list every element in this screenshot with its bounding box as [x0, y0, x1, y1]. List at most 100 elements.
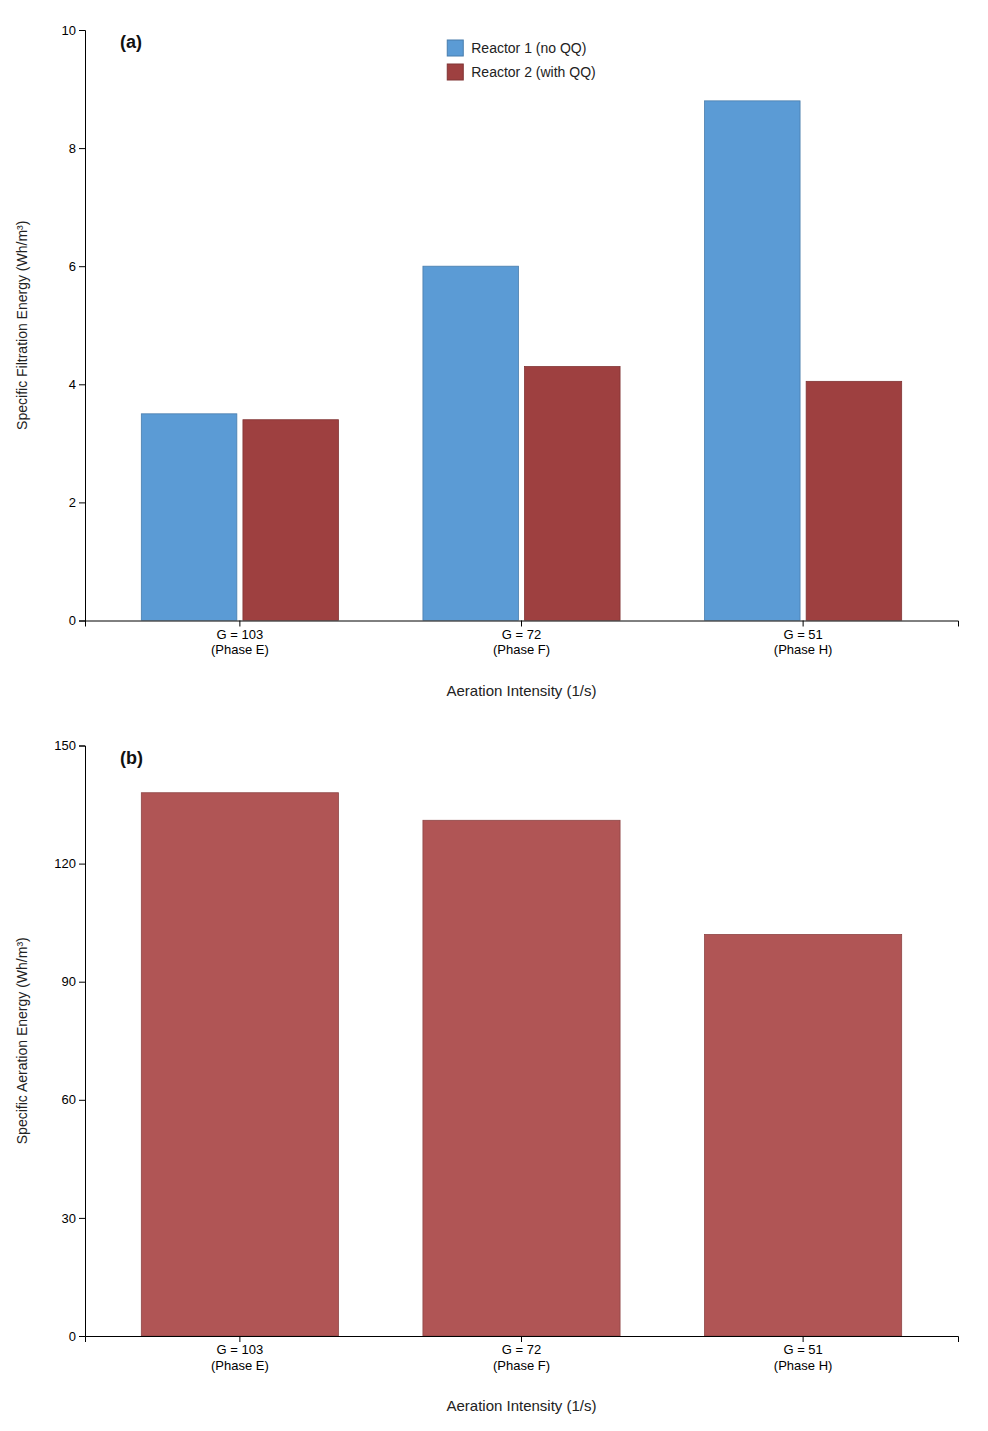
- bar: [806, 381, 902, 620]
- figure: 0246810G = 103(Phase E)G = 72(Phase F)G …: [0, 0, 988, 1431]
- legend-swatch: [447, 40, 463, 56]
- tick-mark: [79, 1100, 85, 1101]
- panel: 0306090120150G = 103(Phase E)G = 72(Phas…: [14, 738, 959, 1414]
- tick: G = 103(Phase E): [211, 1336, 269, 1373]
- tick: 30: [62, 1211, 85, 1226]
- tick-mark: [521, 1336, 522, 1342]
- tick: G = 51(Phase H): [774, 621, 833, 658]
- axis-line: [86, 621, 959, 627]
- tick-label: 90: [62, 974, 76, 989]
- tick-mark: [79, 864, 85, 865]
- panel: 0246810G = 103(Phase E)G = 72(Phase F)G …: [14, 23, 959, 699]
- x-axis-title: Aeration Intensity (1/s): [446, 682, 596, 699]
- y-axis: 0 30 60 90 120 150: [54, 738, 85, 1343]
- tick-label-line: G = 103: [217, 1342, 264, 1357]
- tick: 4: [69, 377, 85, 392]
- tick-label: 6: [69, 259, 76, 274]
- tick-label-line: (Phase H): [774, 1358, 833, 1373]
- tick-label: 4: [69, 377, 76, 392]
- tick-label-line: (Phase E): [211, 642, 269, 657]
- tick-label: G = 103(Phase E): [211, 627, 269, 658]
- panel-label: (b): [120, 748, 143, 768]
- tick-label: 60: [62, 1092, 76, 1107]
- tick-mark: [79, 1336, 85, 1337]
- tick-mark: [79, 746, 85, 747]
- tick-label: 30: [62, 1211, 76, 1226]
- tick-label: G = 72(Phase F): [493, 1342, 550, 1373]
- tick-mark: [239, 1336, 240, 1342]
- bar: [525, 367, 621, 621]
- tick: 90: [62, 974, 85, 989]
- x-axis-title: Aeration Intensity (1/s): [446, 1397, 596, 1414]
- bar: [705, 934, 902, 1336]
- tick-label: G = 51(Phase H): [774, 1342, 833, 1373]
- bar: [243, 420, 339, 621]
- x-axis: G = 103(Phase E)G = 72(Phase F)G = 51(Ph…: [86, 1336, 959, 1373]
- tick-mark: [79, 384, 85, 385]
- tick-label: 150: [54, 738, 76, 753]
- axis-line: [86, 1337, 959, 1343]
- bar: [705, 101, 801, 621]
- tick-mark: [79, 266, 85, 267]
- tick-label-line: G = 103: [217, 627, 264, 642]
- tick-label-line: (Phase H): [774, 642, 833, 657]
- legend-item: Reactor 1 (no QQ): [447, 40, 586, 56]
- tick: G = 51(Phase H): [774, 1336, 833, 1373]
- tick-mark: [79, 148, 85, 149]
- tick-mark: [803, 1336, 804, 1342]
- tick-mark: [239, 621, 240, 627]
- tick-label: 0: [69, 613, 76, 628]
- tick: 8: [69, 141, 85, 156]
- tick: 2: [69, 495, 85, 510]
- tick: 6: [69, 259, 85, 274]
- tick: G = 103(Phase E): [211, 621, 269, 658]
- tick: 150: [54, 738, 85, 753]
- y-axis: 0 2 4 6 8 10: [62, 23, 86, 629]
- tick: 0: [69, 613, 85, 628]
- tick: G = 72(Phase F): [493, 1336, 550, 1373]
- panel-label: (a): [120, 32, 142, 52]
- bar: [423, 820, 620, 1336]
- tick-mark: [79, 621, 85, 622]
- tick-mark: [803, 621, 804, 627]
- tick-mark: [79, 1218, 85, 1219]
- tick-label-line: G = 72: [502, 627, 541, 642]
- tick-label: 8: [69, 141, 76, 156]
- tick-label-line: (Phase F): [493, 642, 550, 657]
- tick-label: G = 51(Phase H): [774, 627, 833, 658]
- tick-mark: [521, 621, 522, 627]
- tick-label-line: G = 72: [502, 1342, 541, 1357]
- legend-label: Reactor 2 (with QQ): [471, 64, 595, 80]
- tick-mark: [79, 30, 85, 31]
- tick: 120: [54, 856, 85, 871]
- tick-mark: [79, 502, 85, 503]
- tick-label-line: G = 51: [783, 627, 822, 642]
- tick: 0: [69, 1329, 85, 1344]
- y-axis-title: Specific Filtration Energy (Wh/m³): [14, 221, 30, 430]
- bars: [141, 101, 901, 621]
- axis-line: [79, 746, 86, 1337]
- tick: G = 72(Phase F): [493, 621, 550, 658]
- tick-label: G = 103(Phase E): [211, 1342, 269, 1373]
- tick: 60: [62, 1092, 85, 1107]
- legend-item: Reactor 2 (with QQ): [447, 64, 595, 80]
- legend-label: Reactor 1 (no QQ): [471, 40, 586, 56]
- bar: [141, 414, 237, 621]
- tick-label: 120: [54, 856, 76, 871]
- legend-swatch: [447, 64, 463, 80]
- tick-label-line: G = 51: [783, 1342, 822, 1357]
- tick-label: 0: [69, 1329, 76, 1344]
- tick-label: 2: [69, 495, 76, 510]
- tick-mark: [79, 982, 85, 983]
- bar: [423, 266, 519, 620]
- tick-label-line: (Phase F): [493, 1358, 550, 1373]
- bar: [141, 793, 338, 1336]
- tick-label-line: (Phase E): [211, 1358, 269, 1373]
- x-axis: G = 103(Phase E)G = 72(Phase F)G = 51(Ph…: [86, 621, 959, 658]
- y-axis-title: Specific Aeration Energy (Wh/m³): [14, 937, 30, 1144]
- tick-label: G = 72(Phase F): [493, 627, 550, 658]
- tick: 10: [62, 23, 85, 38]
- bars: [141, 793, 901, 1336]
- legend: Reactor 1 (no QQ) Reactor 2 (with QQ): [447, 40, 595, 80]
- tick-label: 10: [62, 23, 76, 38]
